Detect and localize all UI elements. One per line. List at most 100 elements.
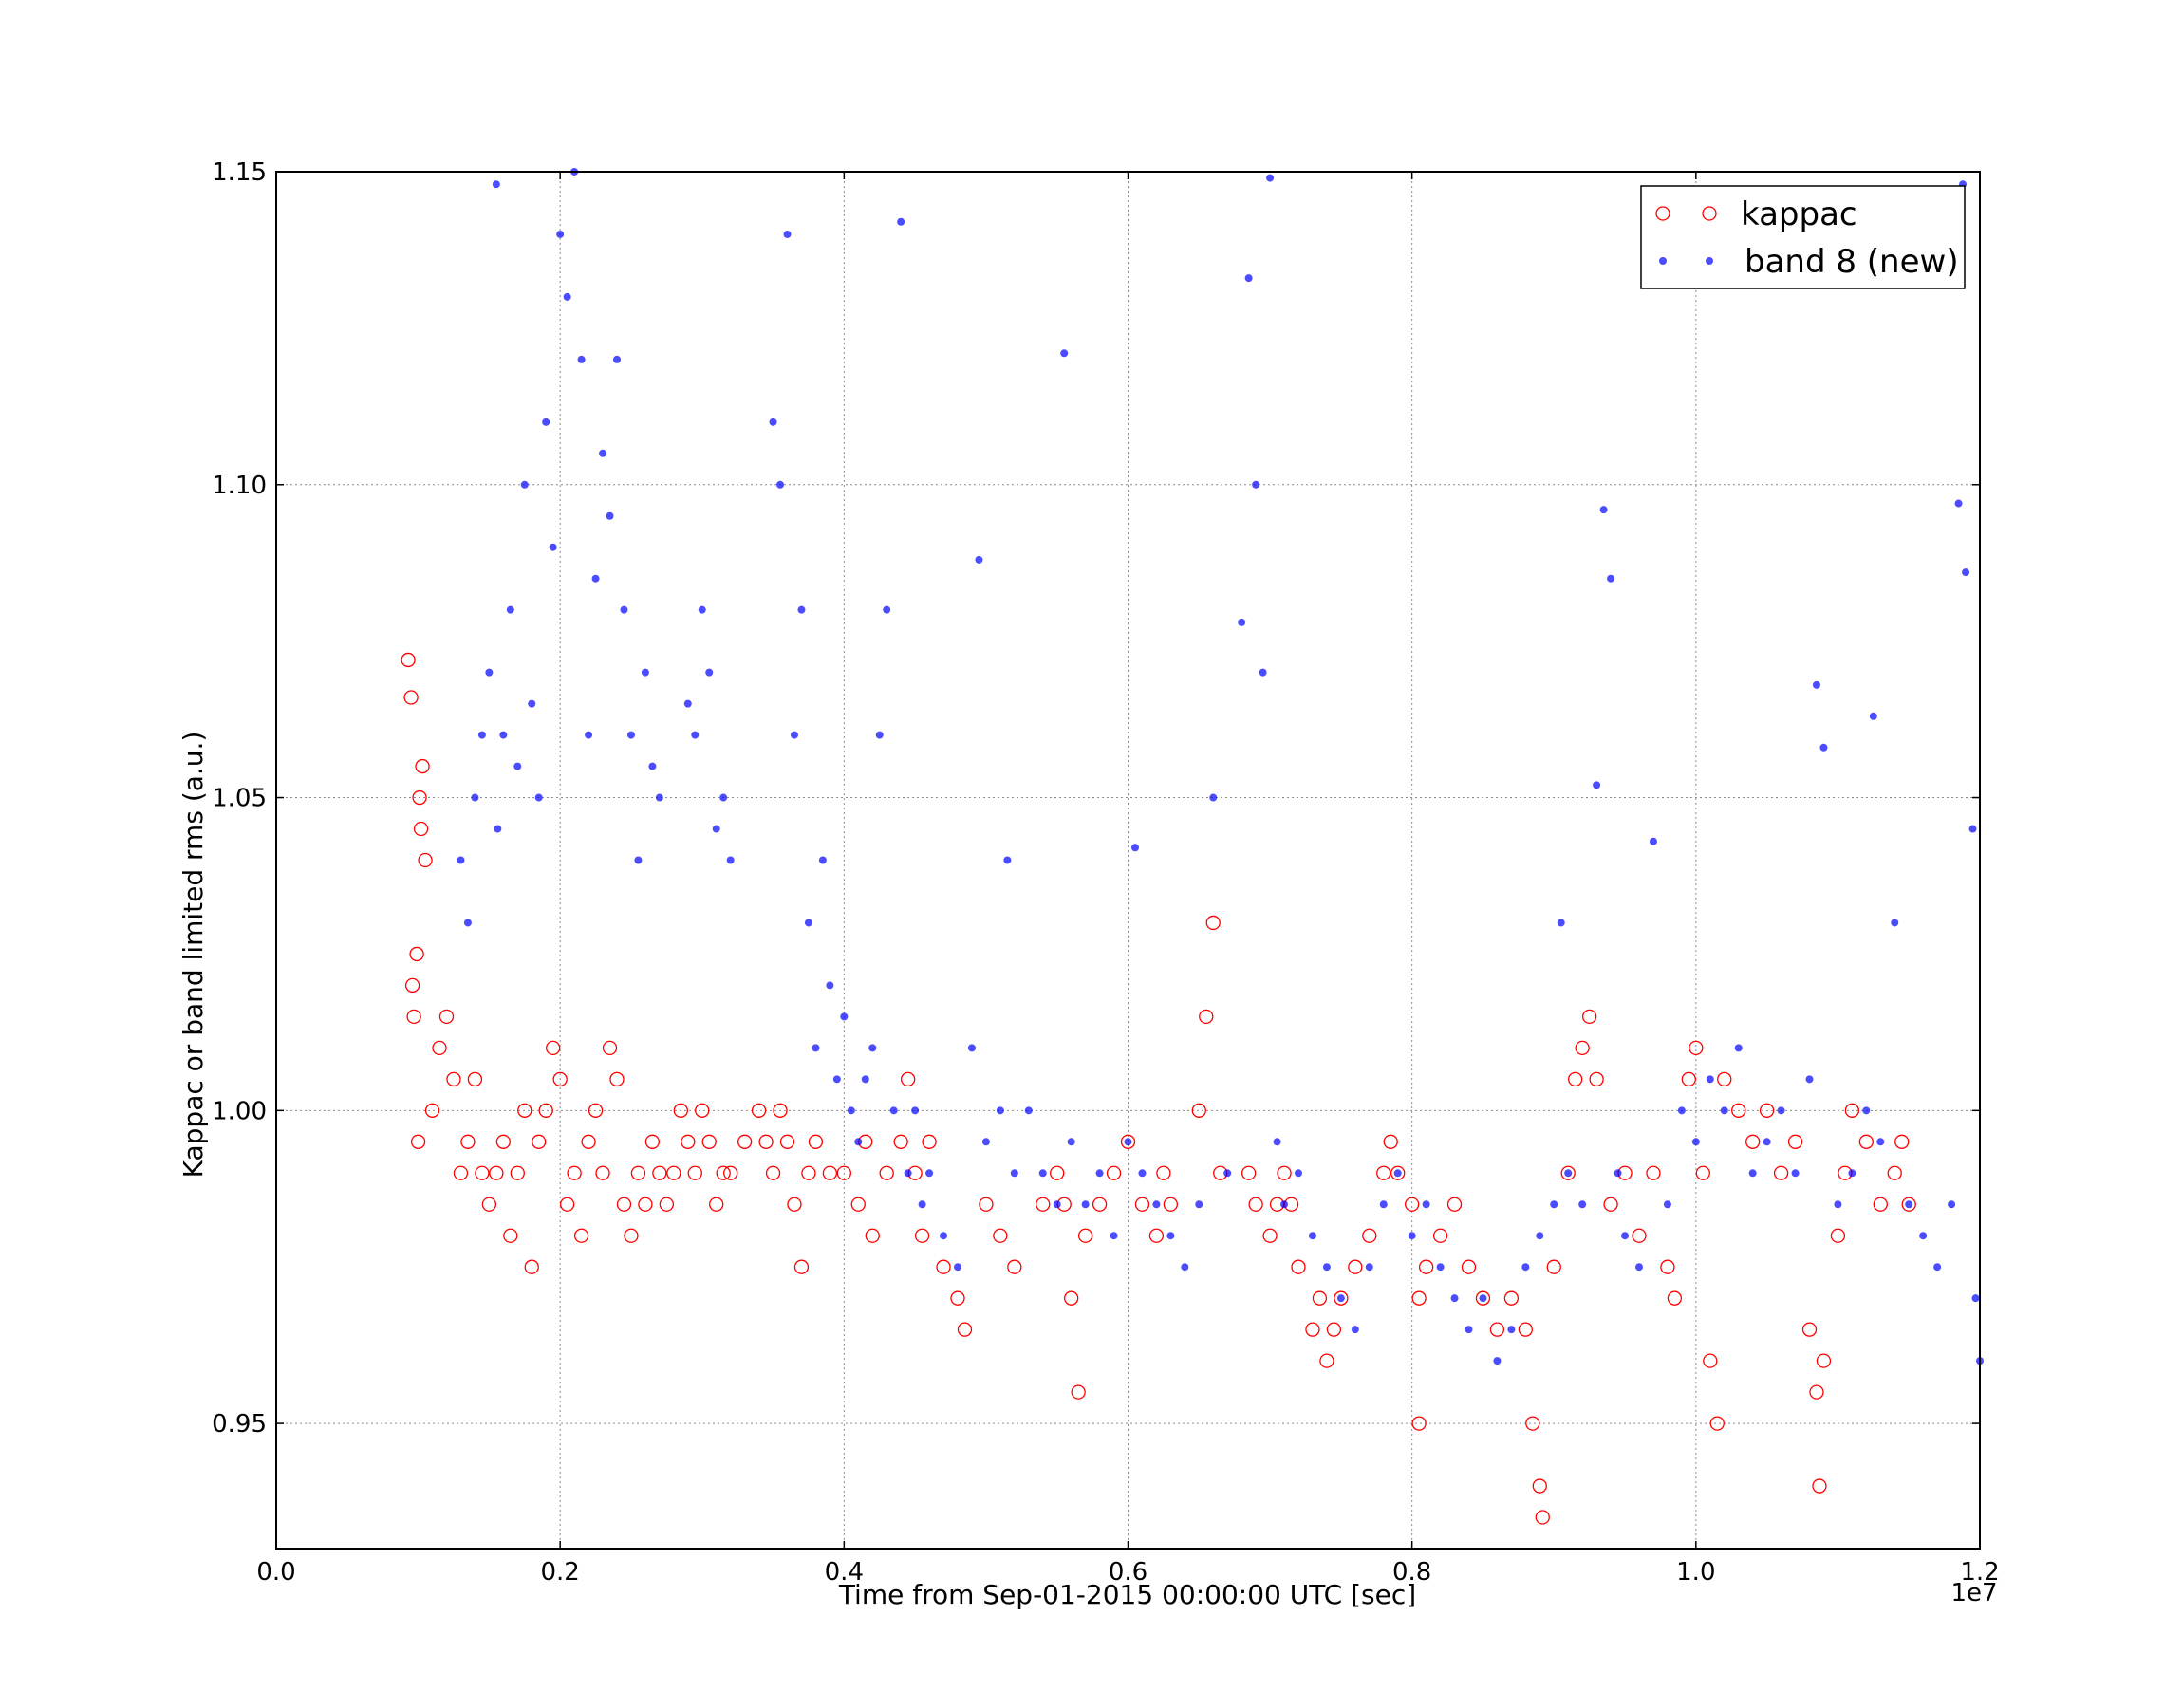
kappac-point	[1709, 1416, 1725, 1431]
band8-point	[769, 418, 777, 426]
kappac-point	[751, 1103, 767, 1118]
band8-point	[520, 480, 529, 489]
kappac-point	[1106, 1165, 1122, 1180]
band8-point	[1138, 1169, 1147, 1178]
band8-point	[1195, 1200, 1203, 1209]
band8-point	[967, 1044, 976, 1052]
kappac-point	[1362, 1228, 1377, 1243]
kappac-point	[1326, 1322, 1342, 1337]
kappac-point	[1759, 1103, 1775, 1118]
y-tick-label: 1.15	[212, 158, 267, 187]
kappac-point	[538, 1103, 553, 1118]
band8-point	[655, 793, 663, 802]
x-axis-label: Time from Sep-01-2015 00:00:00 UTC [sec]	[838, 1579, 1416, 1610]
band8-point	[1252, 480, 1260, 489]
kappac-point	[1525, 1416, 1540, 1431]
band8-point	[542, 418, 550, 426]
band8-point	[790, 731, 798, 739]
kappac-point	[1007, 1259, 1022, 1274]
band8-point	[1919, 1232, 1928, 1240]
kappac-point	[1546, 1259, 1561, 1274]
kappac-point	[602, 1040, 618, 1056]
kappac-point	[1646, 1165, 1661, 1180]
kappac-point	[495, 1134, 511, 1149]
band8-point	[826, 981, 834, 990]
kappac-point	[446, 1071, 461, 1086]
band8-point	[1905, 1200, 1913, 1209]
kappac-point	[567, 1165, 582, 1180]
legend-band8-label: band 8 (new)	[1745, 243, 1959, 281]
band8-point	[1550, 1200, 1558, 1209]
kappac-point	[475, 1165, 490, 1180]
kappac-point	[1205, 915, 1221, 931]
band8-point	[1677, 1106, 1686, 1115]
band8-point	[981, 1138, 990, 1146]
band8-point	[854, 1138, 863, 1146]
kappac-point	[681, 1134, 696, 1149]
kappac-point	[709, 1197, 724, 1212]
band8-point	[563, 292, 571, 301]
band8-point	[1536, 1232, 1544, 1240]
band8-point	[1067, 1138, 1075, 1146]
band8-point	[1124, 1138, 1132, 1146]
band8-point	[513, 762, 522, 770]
y-tick-label: 1.05	[212, 785, 267, 813]
x-tick-label: 0.2	[540, 1558, 579, 1587]
kappac-point	[1703, 1353, 1718, 1368]
band8-point	[804, 919, 812, 927]
band8-point	[1465, 1326, 1473, 1334]
kappac-point	[779, 1134, 795, 1149]
band8-point	[954, 1263, 961, 1272]
kappac-point	[573, 1228, 589, 1243]
kappac-point	[893, 1134, 908, 1149]
kappac-point	[979, 1197, 994, 1212]
legend-band8-marker	[1659, 257, 1667, 265]
legend-band8-marker	[1706, 257, 1713, 265]
x-tick-label: 1.2	[1960, 1558, 1999, 1587]
kappac-point	[1830, 1228, 1846, 1243]
band8-point	[1130, 844, 1139, 852]
legend-box	[1640, 185, 1966, 289]
band8-point	[832, 1075, 841, 1084]
band8-point	[1336, 1294, 1345, 1303]
kappac-point	[1660, 1259, 1675, 1274]
kappac-point	[773, 1103, 788, 1118]
band8-point	[889, 1106, 898, 1115]
band8-point	[797, 605, 806, 614]
kappac-point	[1773, 1165, 1789, 1180]
band8-point	[1869, 712, 1877, 720]
kappac-point	[1411, 1416, 1427, 1431]
band8-point	[1614, 1169, 1622, 1178]
kappac-point	[1475, 1290, 1491, 1306]
kappac-point	[1064, 1290, 1079, 1306]
kappac-point	[1241, 1165, 1257, 1180]
band8-point	[918, 1200, 926, 1209]
kappac-point	[438, 1009, 455, 1025]
kappac-point	[1844, 1103, 1860, 1118]
kappac-point	[1334, 1290, 1349, 1306]
kappac-point	[1156, 1165, 1171, 1180]
kappac-point	[993, 1228, 1008, 1243]
band8-point	[1038, 1169, 1047, 1178]
kappac-point	[1050, 1165, 1065, 1180]
band8-point	[591, 574, 600, 583]
kappac-point	[1695, 1165, 1710, 1180]
band8-point	[1238, 618, 1246, 626]
band8-point	[783, 230, 792, 238]
kappac-point	[403, 690, 419, 705]
band8-point	[1578, 1200, 1587, 1209]
kappac-point	[900, 1071, 916, 1086]
band8-point	[712, 825, 720, 833]
band8-point	[1209, 793, 1218, 802]
kappac-point	[808, 1134, 824, 1149]
kappac-point	[737, 1134, 753, 1149]
kappac-point	[588, 1103, 604, 1118]
kappac-point	[1873, 1197, 1888, 1212]
band8-point	[599, 449, 607, 457]
band8-point	[1734, 1044, 1743, 1052]
kappac-point	[546, 1040, 561, 1056]
kappac-point	[412, 789, 427, 806]
band8-point	[1308, 1232, 1316, 1240]
band8-point	[698, 605, 706, 614]
kappac-point	[716, 1165, 731, 1180]
